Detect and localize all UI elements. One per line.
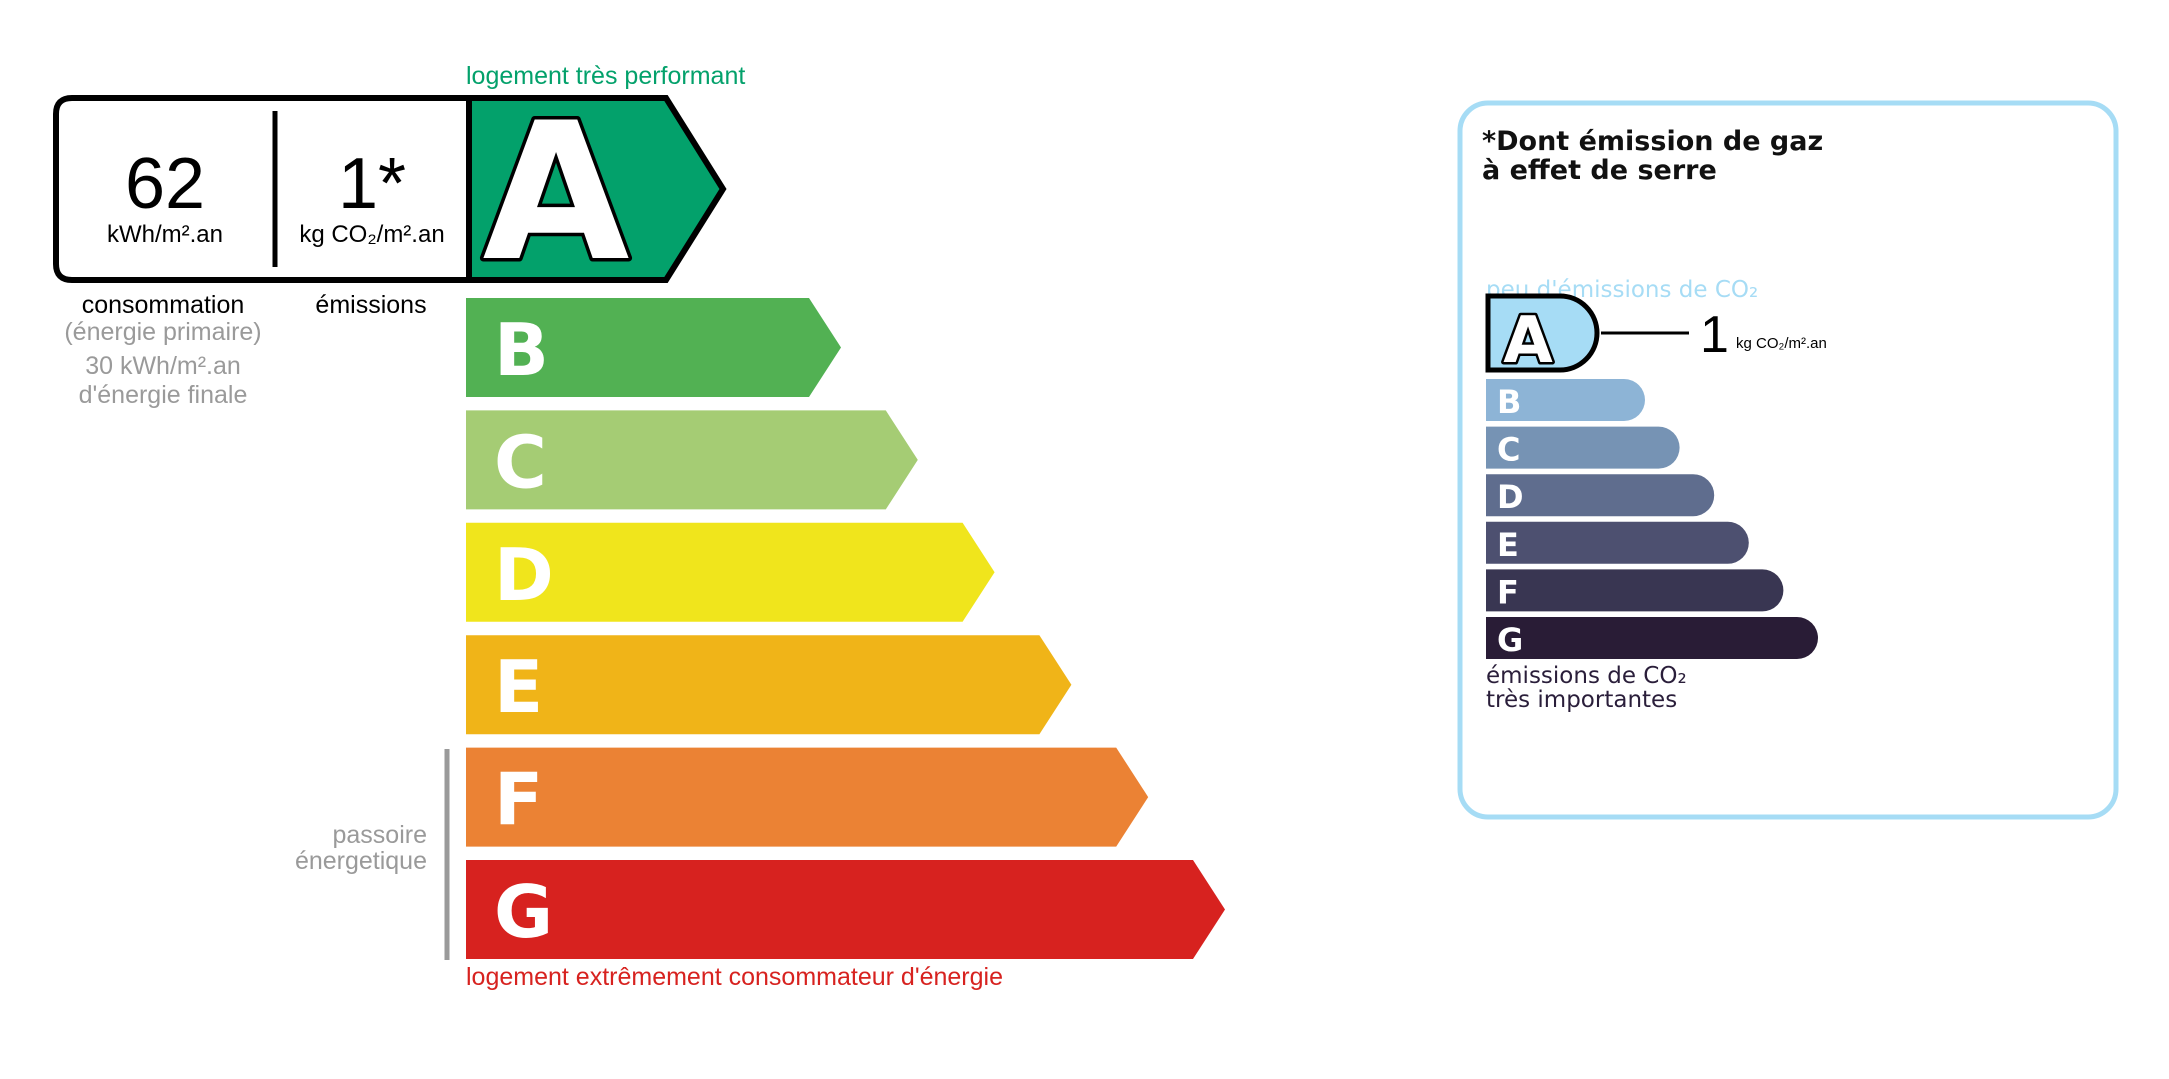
ges-class-bar-e <box>1486 521 1749 564</box>
bottom-label: logement extrêmement consommateur d'éner… <box>466 963 1003 991</box>
ges-class-letter-a: A <box>1503 304 1553 378</box>
class-arrow-c <box>466 410 918 510</box>
class-letter-g: G <box>494 870 553 954</box>
class-letter-e: E <box>494 645 543 729</box>
class-arrow-f <box>466 747 1149 847</box>
ges-class-letter-g: G <box>1497 621 1523 659</box>
class-arrow-e <box>466 635 1072 735</box>
ges-class-bar-c <box>1486 426 1680 469</box>
ges-class-letter-d: D <box>1497 478 1524 516</box>
consumption-sub: (énergie primaire) <box>64 318 261 346</box>
final-energy-label: d'énergie finale <box>79 381 248 409</box>
class-letter-b: B <box>494 308 549 392</box>
consumption-unit: kWh/m².an <box>107 221 223 248</box>
ges-title-line1: *Dont émission de gaz <box>1482 126 1823 157</box>
ges-unit: kg CO₂/m².an <box>1736 335 1827 352</box>
class-letter-a: A <box>482 82 629 303</box>
ges-class-bar-b <box>1486 379 1645 421</box>
class-arrow-d <box>466 522 995 622</box>
class-letter-f: F <box>494 758 543 842</box>
consumption-value: 62 <box>125 144 205 224</box>
ges-bottom-line2: très importantes <box>1486 687 1677 713</box>
ges-class-letter-f: F <box>1497 573 1519 611</box>
class-arrow-b <box>466 298 841 397</box>
top-label: logement très performant <box>466 62 745 90</box>
consumption-label: consommation <box>82 291 245 319</box>
ges-class-bar-d <box>1486 474 1715 517</box>
value-box <box>53 95 472 283</box>
emissions-label: émissions <box>315 291 426 319</box>
ges-class-letter-b: B <box>1497 383 1521 421</box>
ges-class-letter-c: C <box>1497 431 1520 469</box>
ges-bottom-line1: émissions de CO₂ <box>1486 663 1687 689</box>
ges-value: 1 <box>1700 306 1729 364</box>
passoire-line2: énergetique <box>295 847 427 875</box>
emission-value: 1* <box>338 144 406 224</box>
passoire-line1: passoire <box>333 821 428 849</box>
final-energy-value: 30 kWh/m².an <box>85 352 241 380</box>
class-letter-d: D <box>494 533 554 617</box>
class-arrow-g <box>466 860 1225 959</box>
ges-class-bar-a <box>1485 293 1600 373</box>
ges-class-bar-g <box>1486 617 1818 659</box>
class-letter-c: C <box>494 420 547 504</box>
ges-title-line2: à effet de serre <box>1482 155 1717 186</box>
emission-unit: kg CO₂/m².an <box>299 221 444 248</box>
ges-class-letter-e: E <box>1497 526 1519 564</box>
ges-class-bar-f <box>1486 569 1784 612</box>
